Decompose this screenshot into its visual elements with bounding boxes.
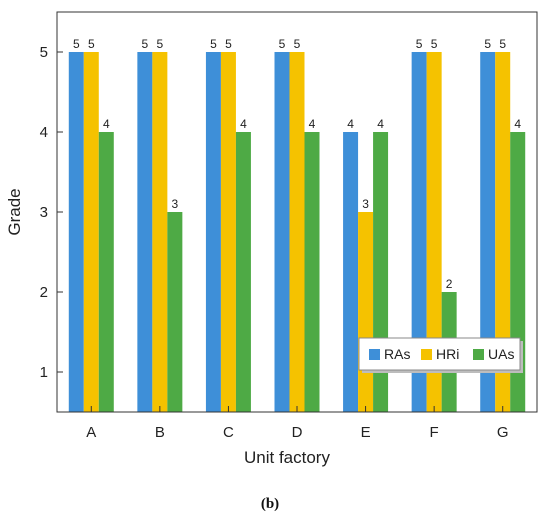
data-label-UAs-F: 2 bbox=[446, 277, 453, 291]
bar-RAs-A bbox=[68, 52, 84, 412]
bar-RAs-D bbox=[274, 52, 290, 412]
y-tick-label: 5 bbox=[40, 44, 48, 61]
bar-HRi-C bbox=[220, 52, 236, 412]
data-label-HRi-F: 5 bbox=[431, 37, 438, 51]
legend: RAs HRi UAs bbox=[358, 337, 523, 373]
y-axis-title: Grade bbox=[5, 188, 24, 235]
bar-UAs-B bbox=[167, 212, 183, 412]
x-tick-label: D bbox=[292, 424, 303, 441]
x-tick-label: F bbox=[430, 424, 439, 441]
x-tick-label: B bbox=[155, 424, 165, 441]
data-label-HRi-C: 5 bbox=[225, 37, 232, 51]
data-label-UAs-G: 4 bbox=[514, 117, 521, 131]
data-label-HRi-D: 5 bbox=[294, 37, 301, 51]
legend-label-UAs: UAs bbox=[488, 346, 514, 362]
legend-swatch-RAs bbox=[369, 349, 380, 360]
x-tick-label: E bbox=[361, 424, 371, 441]
data-label-RAs-E: 4 bbox=[347, 117, 354, 131]
y-axis: 1 2 3 4 5 bbox=[40, 44, 63, 381]
y-tick-label: 3 bbox=[40, 204, 48, 221]
bar-HRi-B bbox=[152, 52, 168, 412]
bar-RAs-B bbox=[137, 52, 153, 412]
data-label-RAs-G: 5 bbox=[484, 37, 491, 51]
data-label-RAs-B: 5 bbox=[142, 37, 149, 51]
data-label-RAs-C: 5 bbox=[210, 37, 217, 51]
data-label-HRi-G: 5 bbox=[499, 37, 506, 51]
x-axis-title: Unit factory bbox=[244, 448, 330, 467]
figure-caption: (b) bbox=[261, 496, 279, 512]
bar-HRi-F bbox=[426, 52, 442, 412]
data-label-UAs-B: 3 bbox=[172, 197, 179, 211]
legend-label-RAs: RAs bbox=[384, 346, 410, 362]
y-tick-label: 1 bbox=[40, 364, 48, 381]
bar-HRi-E bbox=[358, 212, 374, 412]
data-label-HRi-E: 3 bbox=[362, 197, 369, 211]
data-label-UAs-E: 4 bbox=[377, 117, 384, 131]
legend-box bbox=[358, 337, 521, 371]
bar-UAs-A bbox=[98, 132, 114, 412]
bar-UAs-C bbox=[235, 132, 251, 412]
data-label-HRi-B: 5 bbox=[157, 37, 164, 51]
data-label-RAs-F: 5 bbox=[416, 37, 423, 51]
bar-RAs-E bbox=[343, 132, 359, 412]
x-tick-label: A bbox=[86, 424, 96, 441]
data-label-UAs-A: 4 bbox=[103, 117, 110, 131]
legend-swatch-UAs bbox=[473, 349, 484, 360]
data-label-HRi-A: 5 bbox=[88, 37, 95, 51]
bar-HRi-G bbox=[495, 52, 511, 412]
bar-HRi-D bbox=[289, 52, 305, 412]
data-label-UAs-D: 4 bbox=[309, 117, 316, 131]
x-tick-label: C bbox=[223, 424, 234, 441]
legend-label-HRi: HRi bbox=[436, 346, 459, 362]
bar-UAs-D bbox=[304, 132, 320, 412]
x-tick-label: G bbox=[497, 424, 509, 441]
x-axis: A B C D E F G bbox=[86, 406, 509, 441]
y-tick-label: 4 bbox=[40, 124, 48, 141]
legend-swatch-HRi bbox=[421, 349, 432, 360]
bar-HRi-A bbox=[83, 52, 99, 412]
y-tick-label: 2 bbox=[40, 284, 48, 301]
data-label-RAs-D: 5 bbox=[279, 37, 286, 51]
bar-RAs-G bbox=[480, 52, 496, 412]
data-label-UAs-C: 4 bbox=[240, 117, 247, 131]
bar-RAs-F bbox=[411, 52, 427, 412]
data-label-RAs-A: 5 bbox=[73, 37, 80, 51]
bar-RAs-C bbox=[205, 52, 221, 412]
